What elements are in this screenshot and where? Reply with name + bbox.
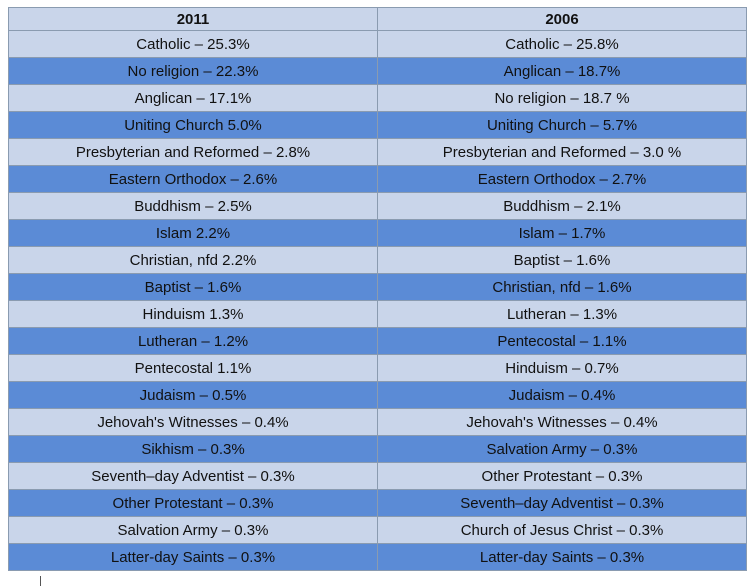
header-row: 2011 2006 [8, 7, 747, 31]
cell-2011: Lutheran – 1.2% [8, 327, 378, 355]
cell-2011: Hinduism 1.3% [8, 300, 378, 328]
table-row: Anglican – 17.1% No religion – 18.7 % [8, 84, 747, 112]
cell-2006: Eastern Orthodox – 2.7% [377, 165, 747, 193]
table-row: Buddhism – 2.5% Buddhism – 2.1% [8, 192, 747, 220]
cell-2011: Christian, nfd 2.2% [8, 246, 378, 274]
table-row: Catholic – 25.3% Catholic – 25.8% [8, 30, 747, 58]
table-row: Hinduism 1.3% Lutheran – 1.3% [8, 300, 747, 328]
cell-2011: Jehovah's Witnesses – 0.4% [8, 408, 378, 436]
cell-2011: Buddhism – 2.5% [8, 192, 378, 220]
cell-2006: Catholic – 25.8% [377, 30, 747, 58]
cell-2011: Uniting Church 5.0% [8, 111, 378, 139]
religion-comparison-table: 2011 2006 Catholic – 25.3% Catholic – 25.… [8, 7, 747, 571]
cell-2011: Other Protestant – 0.3% [8, 489, 378, 517]
table-row: Islam 2.2% Islam – 1.7% [8, 219, 747, 247]
cell-2006: Salvation Army – 0.3% [377, 435, 747, 463]
table-row: Christian, nfd 2.2% Baptist – 1.6% [8, 246, 747, 274]
cell-2006: Anglican – 18.7% [377, 57, 747, 85]
table-row: No religion – 22.3% Anglican – 18.7% [8, 57, 747, 85]
cell-2006: Baptist – 1.6% [377, 246, 747, 274]
cell-2011: Judaism – 0.5% [8, 381, 378, 409]
cell-2011: Anglican – 17.1% [8, 84, 378, 112]
cell-2006: No religion – 18.7 % [377, 84, 747, 112]
table-row: Other Protestant – 0.3% Seventh–day Adven… [8, 489, 747, 517]
cell-2006: Buddhism – 2.1% [377, 192, 747, 220]
cell-2006: Seventh–day Adventist – 0.3% [377, 489, 747, 517]
cell-2006: Other Protestant – 0.3% [377, 462, 747, 490]
cell-2006: Judaism – 0.4% [377, 381, 747, 409]
table-row: Jehovah's Witnesses – 0.4% Jehovah's Witn… [8, 408, 747, 436]
cell-2011: Seventh–day Adventist – 0.3% [8, 462, 378, 490]
cell-2011: Islam 2.2% [8, 219, 378, 247]
cell-2006: Hinduism – 0.7% [377, 354, 747, 382]
cell-2006: Lutheran – 1.3% [377, 300, 747, 328]
table-row: Uniting Church 5.0% Uniting Church – 5.7% [8, 111, 747, 139]
cell-2011: Baptist – 1.6% [8, 273, 378, 301]
table-row: Lutheran – 1.2% Pentecostal – 1.1% [8, 327, 747, 355]
cell-2011: Sikhism – 0.3% [8, 435, 378, 463]
cell-2011: Pentecostal 1.1% [8, 354, 378, 382]
table-row: Sikhism – 0.3% Salvation Army – 0.3% [8, 435, 747, 463]
column-header-2011: 2011 [8, 7, 378, 31]
cell-2011: Latter-day Saints – 0.3% [8, 543, 378, 571]
cell-2006: Presbyterian and Reformed – 3.0 % [377, 138, 747, 166]
table-row: Salvation Army – 0.3% Church of Jesus Chr… [8, 516, 747, 544]
table-row: Eastern Orthodox – 2.6% Eastern Orthodox … [8, 165, 747, 193]
cell-2006: Islam – 1.7% [377, 219, 747, 247]
cell-2006: Uniting Church – 5.7% [377, 111, 747, 139]
table-row: Presbyterian and Reformed – 2.8% Presbyte… [8, 138, 747, 166]
cell-2011: No religion – 22.3% [8, 57, 378, 85]
cell-2011: Catholic – 25.3% [8, 30, 378, 58]
table-row: Seventh–day Adventist – 0.3% Other Protes… [8, 462, 747, 490]
cell-2006: Latter-day Saints – 0.3% [377, 543, 747, 571]
cell-2006: Pentecostal – 1.1% [377, 327, 747, 355]
table-body: Catholic – 25.3% Catholic – 25.8% No relig… [8, 30, 747, 571]
cell-2011: Eastern Orthodox – 2.6% [8, 165, 378, 193]
cell-2006: Jehovah's Witnesses – 0.4% [377, 408, 747, 436]
table-row: Judaism – 0.5% Judaism – 0.4% [8, 381, 747, 409]
cell-2006: Church of Jesus Christ – 0.3% [377, 516, 747, 544]
column-header-2006: 2006 [377, 7, 747, 31]
cell-2011: Presbyterian and Reformed – 2.8% [8, 138, 378, 166]
cell-2011: Salvation Army – 0.3% [8, 516, 378, 544]
text-cursor [40, 576, 41, 586]
cell-2006: Christian, nfd – 1.6% [377, 273, 747, 301]
table-row: Latter-day Saints – 0.3% Latter-day Saint… [8, 543, 747, 571]
table-row: Baptist – 1.6% Christian, nfd – 1.6% [8, 273, 747, 301]
table-row: Pentecostal 1.1% Hinduism – 0.7% [8, 354, 747, 382]
